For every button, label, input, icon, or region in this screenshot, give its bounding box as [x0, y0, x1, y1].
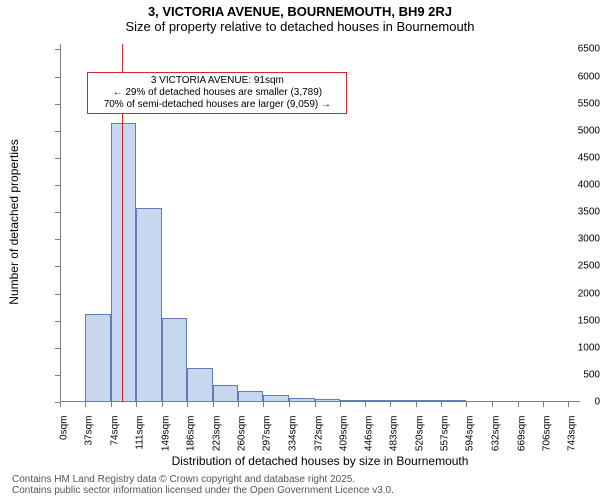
- x-tick-label: 111sqm: [134, 416, 145, 450]
- x-tick-mark: [85, 402, 86, 407]
- histogram-bar: [136, 208, 162, 402]
- x-tick-label: 297sqm: [262, 416, 273, 452]
- y-tick-mark: [55, 294, 60, 295]
- x-tick-label: 334sqm: [287, 416, 298, 452]
- x-tick-mark: [492, 402, 493, 407]
- y-tick-mark: [55, 77, 60, 78]
- y-tick-mark: [55, 375, 60, 376]
- histogram-bar: [111, 123, 136, 402]
- x-tick-mark: [390, 402, 391, 407]
- y-tick-label: 6000: [550, 71, 600, 82]
- histogram-bar: [238, 391, 263, 402]
- histogram-bar: [416, 400, 441, 402]
- property-size-histogram: 3, VICTORIA AVENUE, BOURNEMOUTH, BH9 2RJ…: [0, 0, 600, 500]
- x-tick-mark: [187, 402, 188, 407]
- x-tick-mark: [213, 402, 214, 407]
- histogram-bar: [365, 400, 390, 402]
- y-tick-label: 3500: [550, 207, 600, 218]
- y-tick-label: 4500: [550, 152, 600, 163]
- y-tick-label: 5000: [550, 125, 600, 136]
- histogram-bar: [187, 368, 212, 402]
- x-tick-label: 483sqm: [389, 416, 400, 452]
- x-tick-mark: [543, 402, 544, 407]
- x-tick-label: 37sqm: [84, 416, 95, 446]
- y-tick-label: 2000: [550, 288, 600, 299]
- y-tick-label: 6500: [550, 44, 600, 55]
- y-tick-mark: [55, 49, 60, 50]
- x-tick-label: 520sqm: [414, 416, 425, 452]
- x-tick-mark: [416, 402, 417, 407]
- x-tick-mark: [111, 402, 112, 407]
- x-tick-label: 409sqm: [338, 416, 349, 452]
- chart-title-line1: 3, VICTORIA AVENUE, BOURNEMOUTH, BH9 2RJ: [0, 4, 600, 19]
- x-tick-mark: [238, 402, 239, 407]
- x-tick-label: 260sqm: [236, 416, 247, 452]
- y-tick-mark: [55, 104, 60, 105]
- y-tick-label: 2500: [550, 261, 600, 272]
- y-tick-label: 1000: [550, 342, 600, 353]
- footer-line1: Contains HM Land Registry data © Crown c…: [12, 474, 394, 485]
- x-tick-mark: [263, 402, 264, 407]
- histogram-bar: [315, 399, 340, 402]
- x-tick-label: 557sqm: [440, 416, 451, 452]
- x-tick-label: 223sqm: [211, 416, 222, 452]
- x-tick-mark: [365, 402, 366, 407]
- x-tick-label: 74sqm: [109, 416, 120, 446]
- x-tick-label: 743sqm: [567, 416, 578, 452]
- y-tick-mark: [55, 185, 60, 186]
- x-tick-label: 186sqm: [186, 416, 197, 452]
- annotation-line2: ← 29% of detached houses are smaller (3,…: [92, 87, 342, 99]
- x-tick-mark: [466, 402, 467, 407]
- x-tick-mark: [315, 402, 316, 407]
- x-tick-label: 594sqm: [465, 416, 476, 452]
- y-tick-mark: [55, 266, 60, 267]
- histogram-bar: [390, 400, 415, 402]
- x-axis-label: Distribution of detached houses by size …: [60, 454, 580, 468]
- x-tick-label: 669sqm: [516, 416, 527, 452]
- y-tick-mark: [55, 158, 60, 159]
- chart-title: 3, VICTORIA AVENUE, BOURNEMOUTH, BH9 2RJ…: [0, 4, 600, 34]
- chart-footer: Contains HM Land Registry data © Crown c…: [12, 474, 394, 496]
- x-tick-label: 446sqm: [364, 416, 375, 452]
- histogram-bar: [162, 318, 187, 402]
- x-tick-mark: [441, 402, 442, 407]
- plot-area: 3 VICTORIA AVENUE: 91sqm ← 29% of detach…: [60, 44, 580, 402]
- x-tick-mark: [136, 402, 137, 407]
- annotation-line1: 3 VICTORIA AVENUE: 91sqm: [92, 75, 342, 87]
- y-tick-label: 4000: [550, 180, 600, 191]
- y-tick-mark: [55, 131, 60, 132]
- footer-line2: Contains public sector information licen…: [12, 485, 394, 496]
- x-tick-mark: [340, 402, 341, 407]
- histogram-bar: [213, 385, 238, 402]
- y-axis-label: Number of detached properties: [7, 43, 21, 401]
- x-tick-label: 372sqm: [313, 416, 324, 452]
- x-tick-mark: [568, 402, 569, 407]
- histogram-bar: [263, 395, 288, 402]
- chart-title-line2: Size of property relative to detached ho…: [0, 19, 600, 34]
- x-tick-label: 706sqm: [542, 416, 553, 452]
- histogram-bar: [441, 400, 466, 402]
- x-tick-label: 632sqm: [491, 416, 502, 452]
- y-tick-label: 500: [550, 369, 600, 380]
- annotation-box: 3 VICTORIA AVENUE: 91sqm ← 29% of detach…: [87, 72, 347, 114]
- x-tick-label: 149sqm: [160, 416, 171, 452]
- y-tick-label: 5500: [550, 98, 600, 109]
- y-tick-mark: [55, 212, 60, 213]
- y-tick-mark: [55, 239, 60, 240]
- y-tick-label: 1500: [550, 315, 600, 326]
- x-tick-mark: [518, 402, 519, 407]
- y-tick-mark: [55, 321, 60, 322]
- x-tick-mark: [162, 402, 163, 407]
- x-tick-label: 0sqm: [59, 416, 70, 440]
- histogram-bar: [340, 400, 365, 402]
- annotation-line3: 70% of semi-detached houses are larger (…: [92, 99, 342, 111]
- y-tick-label: 3000: [550, 234, 600, 245]
- x-tick-mark: [60, 402, 61, 407]
- histogram-bar: [85, 314, 110, 402]
- x-tick-mark: [289, 402, 290, 407]
- y-tick-label: 0: [550, 397, 600, 408]
- y-tick-mark: [55, 348, 60, 349]
- histogram-bar: [289, 398, 315, 402]
